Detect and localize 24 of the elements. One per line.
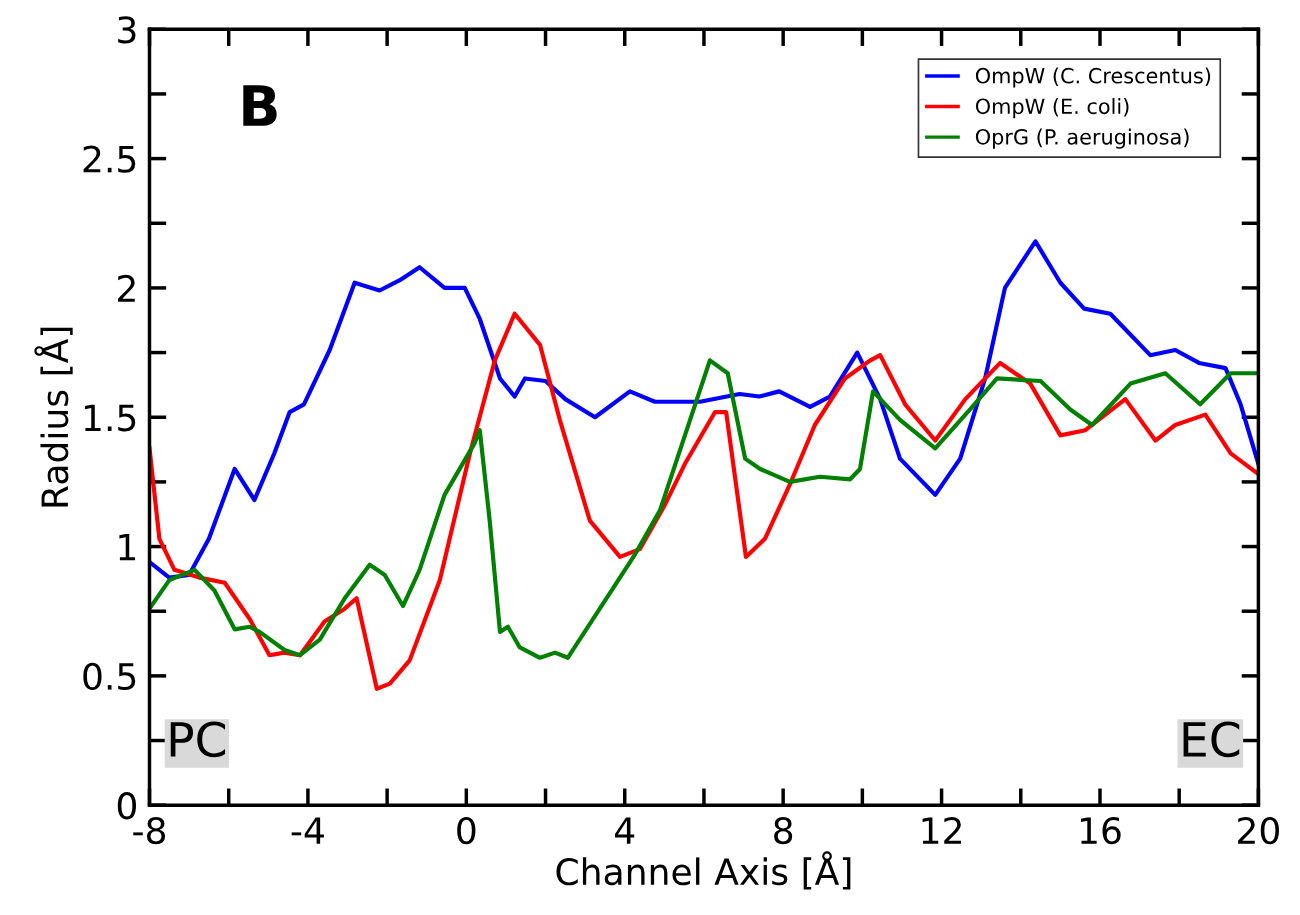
y-axis-title: Radius [Å] xyxy=(34,327,73,507)
annotation: EC xyxy=(1183,721,1240,758)
annotation: PC xyxy=(170,721,226,758)
x-tick-label: 8 xyxy=(774,816,793,845)
x-tick-label: 0 xyxy=(457,816,476,845)
x-tick-label: -4 xyxy=(291,817,324,844)
line-series xyxy=(149,358,1259,660)
legend-label: OmpW (E. coli) xyxy=(975,98,1129,119)
legend-label: OprG (P. aeruginosa) xyxy=(975,128,1189,149)
x-tick-label: 20 xyxy=(1238,816,1279,845)
x-tick-label: 12 xyxy=(922,816,961,844)
y-tick-label: 2.5 xyxy=(83,145,136,173)
annotation: B xyxy=(243,85,277,126)
x-axis-title: Channel Axis [Å] xyxy=(556,851,851,890)
line-series xyxy=(149,239,1259,580)
y-tick-label: 3 xyxy=(118,16,136,44)
y-tick-label: 1 xyxy=(119,533,136,561)
x-tick-label: 4 xyxy=(615,817,635,844)
legend-label: OmpW (C. Crescentus) xyxy=(975,67,1211,88)
x-tick-label: 16 xyxy=(1080,816,1121,845)
y-tick-label: 0.5 xyxy=(83,662,136,691)
y-tick-label: 1.5 xyxy=(84,404,136,432)
y-tick-label: 2 xyxy=(118,274,135,302)
line-series xyxy=(149,311,1259,691)
